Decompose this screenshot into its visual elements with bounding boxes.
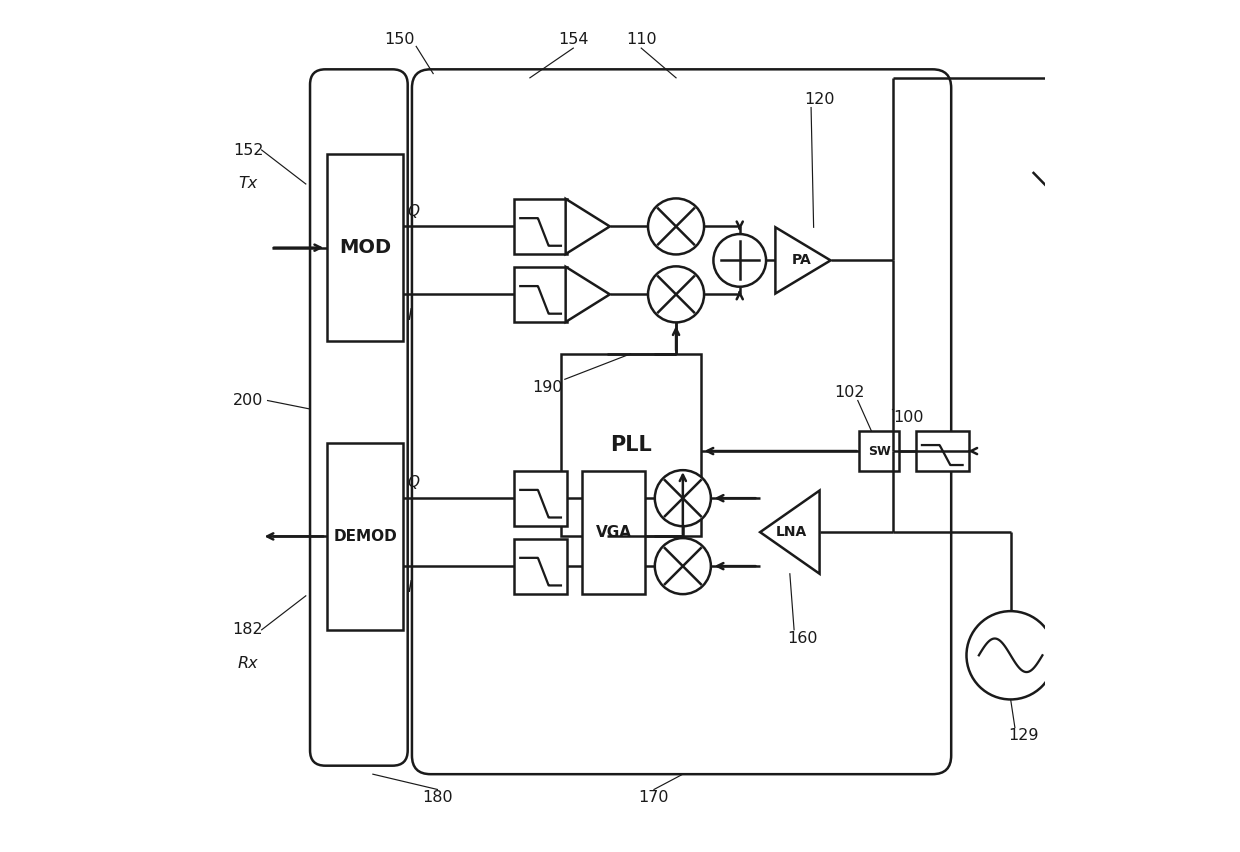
Text: Q: Q [408, 475, 419, 491]
Text: 102: 102 [835, 384, 864, 400]
Text: DEMOD: DEMOD [334, 529, 397, 544]
Bar [513, 199, 568, 254]
Bar [513, 538, 568, 594]
Text: PA: PA [792, 253, 812, 268]
FancyBboxPatch shape [412, 69, 951, 774]
FancyBboxPatch shape [310, 69, 408, 766]
Bar [513, 470, 568, 526]
Text: LNA: LNA [775, 525, 807, 539]
Bar [513, 267, 568, 322]
Text: 182: 182 [233, 622, 263, 637]
Text: 170: 170 [639, 791, 670, 805]
Circle shape [649, 267, 704, 322]
Circle shape [655, 470, 711, 527]
Bar [327, 154, 403, 341]
Text: 150: 150 [384, 32, 414, 47]
Text: 200: 200 [233, 393, 263, 408]
Polygon shape [565, 267, 610, 322]
Polygon shape [760, 491, 820, 573]
Text: 154: 154 [558, 32, 589, 47]
Bar [582, 470, 646, 594]
Circle shape [655, 538, 711, 594]
Text: 160: 160 [787, 630, 818, 646]
Text: 110: 110 [626, 32, 656, 47]
Text: VGA: VGA [595, 525, 631, 539]
Bar [560, 354, 701, 537]
Text: 180: 180 [422, 791, 453, 805]
Bar [327, 443, 403, 630]
Text: I: I [408, 580, 412, 595]
Polygon shape [775, 227, 831, 294]
Text: 120: 120 [805, 91, 835, 106]
Circle shape [649, 199, 704, 255]
Text: Tx: Tx [238, 176, 258, 192]
Bar [859, 431, 899, 471]
Text: 100: 100 [894, 410, 924, 425]
Text: Rx: Rx [238, 656, 258, 671]
Polygon shape [565, 199, 610, 254]
Text: MOD: MOD [340, 239, 392, 257]
Bar [915, 431, 968, 471]
Circle shape [966, 611, 1055, 699]
Text: SW: SW [868, 445, 890, 458]
Text: Q: Q [408, 204, 419, 219]
Text: 190: 190 [532, 380, 563, 395]
Text: 129: 129 [1008, 728, 1039, 744]
Circle shape [713, 234, 766, 287]
Text: I: I [408, 308, 412, 323]
Text: 152: 152 [233, 142, 263, 158]
Text: PLL: PLL [610, 435, 651, 455]
